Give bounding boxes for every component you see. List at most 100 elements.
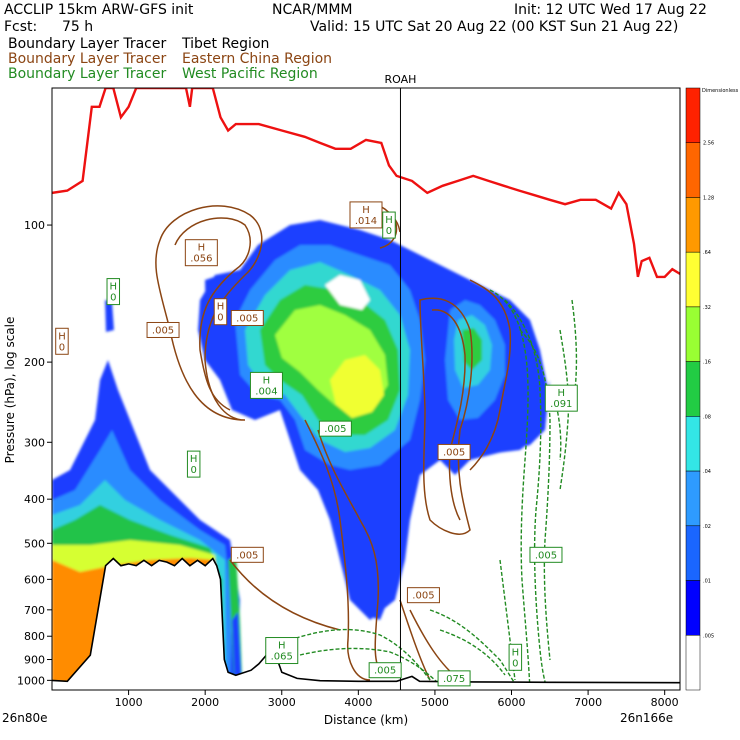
header-line2-right: Valid: 15 UTC Sat 20 Aug 22 (00 KST Sun … <box>310 19 679 35</box>
contour-label-text: .014 <box>355 216 377 227</box>
y-axis-ticks: 100 200 300 400 500 600 700 800 900 1000 <box>17 219 52 687</box>
colorbar-swatch <box>685 635 701 691</box>
colorbar-level-label: .04 <box>703 469 711 475</box>
contour-label: .005 <box>437 443 471 460</box>
contour-label: H.091 <box>544 384 578 412</box>
contour-label-text: H <box>362 205 370 216</box>
x-tick-label: 4000 <box>344 696 372 709</box>
y-tick-label: 500 <box>24 537 45 550</box>
colorbar-level-label: .08 <box>703 414 711 420</box>
tracer-legend-tibet-region: Tibet Region <box>182 36 270 52</box>
tracer-legend-westpacific-label: Boundary Layer Tracer <box>8 66 167 82</box>
contour-label-text: H <box>385 215 393 226</box>
contour-label: H0 <box>508 643 523 671</box>
colorbar-swatch <box>685 306 701 362</box>
contour-label: .005 <box>529 546 563 563</box>
x-tick-label: 2000 <box>191 696 219 709</box>
terrain-fill <box>52 558 680 690</box>
contour-label: .075 <box>437 670 471 687</box>
header-line2-hours: 75 h <box>62 19 94 35</box>
contour-label: .005 <box>368 662 402 679</box>
x-tick-label: 3000 <box>268 696 296 709</box>
colorbar-level-label: .64 <box>703 250 711 256</box>
contour-label-text: .004 <box>255 386 277 397</box>
colorbar-title: Dimensionless <box>702 88 739 94</box>
contour-label-text: .005 <box>443 447 465 458</box>
contour-label-text: H <box>58 331 66 342</box>
contour-label-text: .091 <box>550 399 572 410</box>
x-tick-label: 5000 <box>421 696 449 709</box>
x-tick-label: 1000 <box>115 696 143 709</box>
x-axis-label: Distance (km) <box>324 713 408 727</box>
contour-label: H0 <box>382 211 396 239</box>
colorbar-swatch <box>685 197 701 253</box>
header-line1-mid: NCAR/MMM <box>272 2 353 18</box>
contour-label-text: 0 <box>386 226 392 237</box>
header-line2-left: Fcst: <box>4 19 38 35</box>
y-tick-label: 300 <box>24 436 45 449</box>
contour-label-text: H <box>263 375 271 386</box>
x-right-endpoint-label: 26n166e <box>620 711 673 725</box>
colorbar-swatch <box>685 416 701 472</box>
contour-label: .005 <box>406 587 440 604</box>
colorbar-level-label: .32 <box>703 305 711 311</box>
colorbar-swatch <box>685 142 701 198</box>
contour-label-text: 0 <box>512 658 518 669</box>
contour-label: H0 <box>55 327 69 355</box>
contour-label-text: H <box>558 388 566 399</box>
colorbar-level-label: 2.56 <box>703 141 714 147</box>
station-marker-label: ROAH <box>385 73 417 86</box>
contour-label-text: .005 <box>324 424 346 435</box>
contour-label-text: .005 <box>535 550 557 561</box>
x-left-endpoint-label: 26n80e <box>2 711 48 725</box>
contour-label-text: H <box>190 454 198 465</box>
contour-label: .005 <box>146 321 180 338</box>
contour-label-text: 0 <box>190 465 196 476</box>
contour-label-text: 0 <box>110 293 116 304</box>
colorbar: 2.56 1.28 .64 .32 .16 .08 .04 .02 .01 .005 <box>685 87 714 691</box>
header-line1-right: Init: 12 UTC Wed 17 Aug 22 <box>514 2 707 18</box>
contour-label: H.056 <box>184 239 218 267</box>
contour-label: H0 <box>106 278 121 306</box>
y-tick-label: 200 <box>24 356 45 369</box>
header-line1-left: ACCLIP 15km ARW-GFS init <box>4 2 194 18</box>
contour-label: H0 <box>186 450 201 478</box>
contour-label-text: 0 <box>217 313 223 324</box>
terrain-profile-line <box>52 557 680 684</box>
tracer-legend-eastchina-label: Boundary Layer Tracer <box>8 51 167 67</box>
west-pacific-tracer-contours <box>289 289 578 690</box>
y-tick-label: 100 <box>24 219 45 232</box>
contour-label-text: .005 <box>236 313 258 324</box>
y-tick-label: 600 <box>24 573 45 586</box>
x-tick-label: 7000 <box>574 696 602 709</box>
contour-label-text: 0 <box>59 342 65 353</box>
contour-label: .005 <box>318 420 352 437</box>
contour-label-text: H <box>110 282 118 293</box>
contour-label-text: H <box>512 647 520 658</box>
contour-label-text: .005 <box>374 666 396 677</box>
colorbar-level-label: .005 <box>703 633 714 639</box>
y-tick-label: 1000 <box>17 674 45 687</box>
colorbar-level-label: .01 <box>703 579 711 585</box>
x-tick-label: 8000 <box>651 696 679 709</box>
y-tick-label: 800 <box>24 630 45 643</box>
contour-label: H.014 <box>349 201 383 229</box>
x-axis-ticks: 1000 2000 3000 4000 5000 6000 7000 8000 <box>115 690 679 709</box>
contour-label: .005 <box>230 546 264 563</box>
x-tick-label: 6000 <box>498 696 526 709</box>
contour-label-text: .005 <box>152 325 174 336</box>
colorbar-level-label: .16 <box>703 360 711 366</box>
contour-label-text: H <box>278 641 286 652</box>
contour-label: H.004 <box>249 371 283 399</box>
tracer-legend-westpacific-region: West Pacific Region <box>182 66 318 82</box>
contour-label-text: .065 <box>271 652 293 663</box>
contour-label: H0 <box>213 298 228 326</box>
colorbar-level-label: 1.28 <box>703 195 714 201</box>
y-axis-label: Pressure (hPa), log scale <box>3 317 17 464</box>
contour-label-text: .056 <box>190 254 212 265</box>
tracer-legend-tibet-label: Boundary Layer Tracer <box>8 36 167 52</box>
contour-label-text: .005 <box>236 550 258 561</box>
tropopause-line <box>52 88 680 279</box>
